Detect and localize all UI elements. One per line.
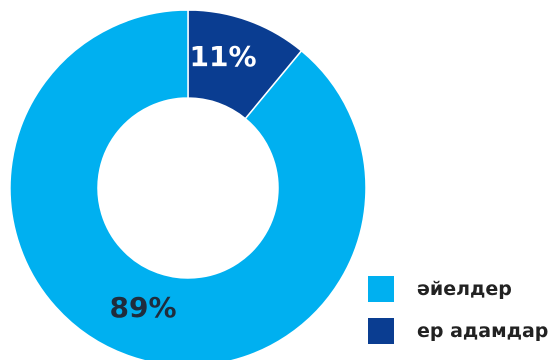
- legend: әйелдер ер адамдар: [368, 276, 548, 360]
- slice-women: [9, 9, 367, 364]
- legend-swatch-women: [368, 276, 394, 302]
- legend-item-men: ер адамдар: [368, 318, 548, 344]
- legend-item-women: әйелдер: [368, 276, 548, 302]
- legend-label-women: әйелдер: [417, 278, 512, 300]
- labels-layer: 11% 89%: [109, 40, 256, 324]
- legend-label-men: ер адамдар: [417, 320, 549, 342]
- data-label-women: 89%: [109, 291, 176, 324]
- legend-swatch-men: [368, 318, 394, 344]
- data-label-men: 11%: [189, 40, 256, 73]
- slices-layer: [9, 9, 367, 364]
